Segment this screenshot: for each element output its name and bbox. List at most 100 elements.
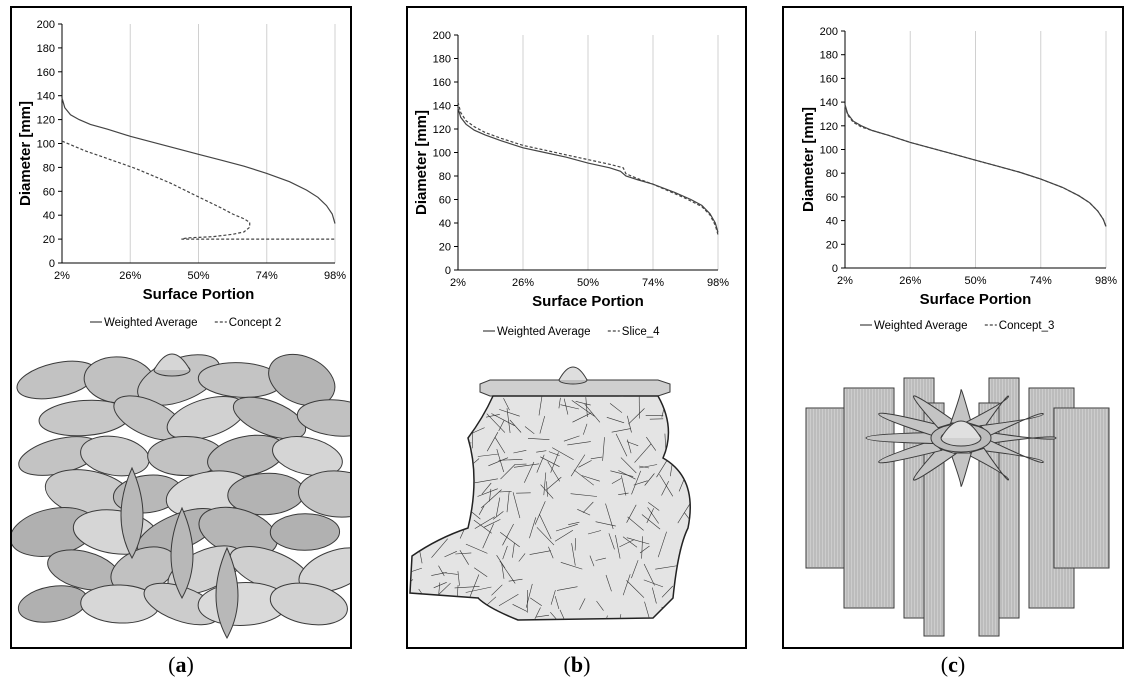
mesh-edge — [684, 464, 691, 471]
x-tick-label: 26% — [899, 275, 921, 287]
mesh-edge — [605, 503, 614, 530]
mesh-edge — [512, 492, 521, 519]
panel-b: 2% 26% 50% 74% 98% 0 20 40 60 80 100 120 140 160 180 20… — [406, 6, 747, 649]
mesh-edge — [410, 481, 412, 506]
mesh-edge — [605, 574, 612, 592]
y-tick-label: 200 — [433, 30, 451, 42]
star-leaf — [949, 452, 972, 487]
petal — [269, 582, 348, 626]
mesh-edge — [661, 585, 674, 598]
series-line-2 — [61, 140, 335, 240]
mesh-edge — [474, 516, 495, 529]
mesh-edge — [488, 457, 509, 467]
y-tick-label: 100 — [820, 145, 838, 157]
mesh-edge — [496, 449, 504, 473]
mesh-edge — [539, 416, 545, 434]
mesh-edge — [611, 428, 631, 433]
mesh-edge — [677, 437, 691, 440]
mesh-edge — [491, 584, 503, 596]
y-tick-label: 160 — [433, 77, 451, 89]
star-leaf — [912, 395, 957, 429]
y-tick-label: 60 — [826, 192, 838, 204]
mesh-edge — [648, 502, 660, 511]
mesh-edge — [618, 492, 629, 495]
x-tick-label: 50% — [187, 270, 209, 282]
mesh-edge — [550, 612, 569, 620]
mesh-edge — [438, 565, 445, 577]
ellipsoid-petals-render — [12, 353, 350, 640]
mesh-edge — [622, 574, 631, 596]
y-tick-label: 0 — [445, 265, 451, 277]
caption-b: (b) — [563, 652, 591, 677]
x-tick-label: 2% — [54, 270, 70, 282]
mesh-edge — [606, 417, 625, 424]
petal — [296, 399, 350, 437]
mesh-edge — [422, 513, 443, 521]
mesh-edge — [626, 580, 645, 598]
mesh-edge — [455, 552, 472, 555]
legend-entry: Weighted Average — [497, 326, 591, 338]
mesh-edge — [410, 413, 424, 437]
y-axis-label: Diameter [mm] — [17, 101, 34, 206]
star-fin-render — [805, 377, 1110, 637]
mesh-edge — [484, 519, 501, 528]
mesh-edge — [506, 491, 510, 513]
mesh-edge — [538, 396, 543, 416]
mesh-edge — [644, 473, 655, 486]
star-leaf — [964, 447, 1010, 481]
mesh-edge — [512, 604, 528, 612]
mesh-edge — [638, 465, 650, 469]
mesh-edge — [477, 453, 499, 457]
x-axis-label: Surface Portion — [920, 291, 1032, 308]
mesh-edge — [498, 593, 519, 607]
mesh-edge — [470, 427, 485, 435]
chart-c: 2% 26% 50% 74% 98% 0 20 40 60 80 100 120 140 160 180 20… — [800, 26, 1117, 637]
mesh-edge — [611, 478, 622, 484]
mesh-edge — [536, 450, 547, 453]
y-tick-label: 160 — [37, 67, 55, 79]
x-tick-label: 50% — [964, 275, 986, 287]
mesh-edge — [477, 488, 498, 497]
star-leaf — [878, 440, 943, 464]
mesh-edge — [448, 409, 457, 433]
legend-entry: Concept 2 — [229, 317, 281, 329]
mesh-edge — [647, 507, 659, 524]
star-leaf — [979, 440, 1044, 464]
mesh-edge — [414, 526, 430, 538]
mesh-edge — [480, 489, 502, 509]
mesh-edge — [489, 488, 492, 502]
mesh-edge — [499, 560, 516, 584]
mesh-edge — [690, 476, 691, 486]
mesh-edge — [502, 545, 508, 560]
series-line-1 — [61, 97, 336, 224]
mesh-edge — [552, 447, 574, 461]
mesh-edge — [543, 472, 547, 496]
mesh-edge — [686, 471, 691, 491]
drooping-petal — [215, 546, 239, 640]
mesh-edge — [587, 530, 602, 535]
mesh-edge — [578, 460, 592, 468]
mesh-edge — [560, 404, 579, 410]
mesh-edge — [571, 543, 576, 566]
y-tick-label: 20 — [826, 239, 838, 251]
mesh-edge — [661, 480, 669, 496]
mesh-edge — [513, 450, 527, 454]
star-leaf — [988, 431, 1057, 445]
petal — [269, 513, 341, 551]
mesh-edge — [421, 437, 428, 454]
mesh-edge — [560, 562, 583, 570]
mesh-edge — [615, 433, 628, 457]
mesh-edge — [536, 614, 550, 618]
y-tick-label: 80 — [43, 162, 55, 174]
mesh-edge — [478, 505, 485, 515]
dome — [558, 366, 588, 381]
mesh-edge — [474, 478, 498, 484]
mesh-edge — [435, 468, 454, 485]
x-tick-label: 74% — [642, 277, 664, 289]
star-leaf — [865, 431, 934, 445]
y-tick-label: 140 — [37, 91, 55, 103]
star-leaf — [878, 412, 943, 436]
mesh-edge — [459, 550, 469, 565]
mesh-edge — [574, 538, 576, 551]
y-tick-label: 140 — [433, 101, 451, 113]
